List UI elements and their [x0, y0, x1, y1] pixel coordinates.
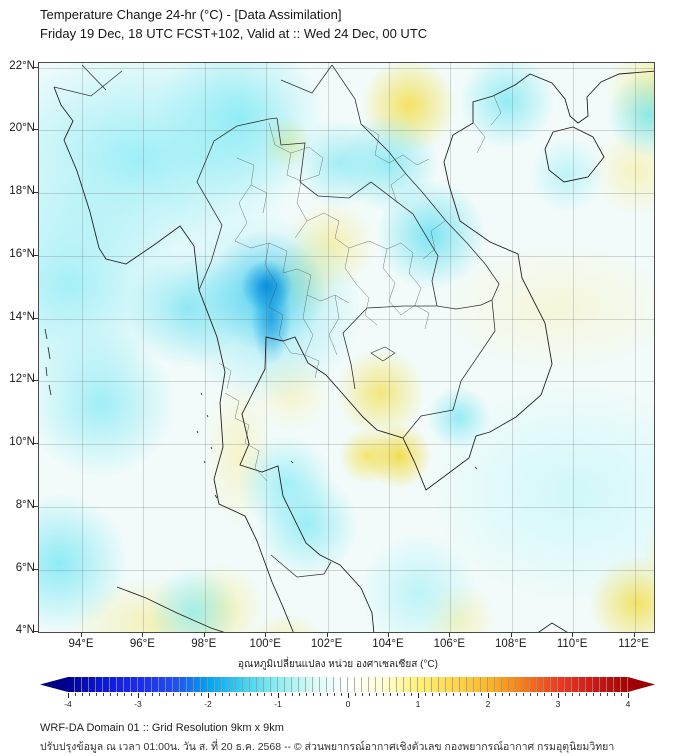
gridline-lat: [39, 318, 654, 320]
y-axis-tick: [34, 317, 38, 319]
gridline-lat: [39, 67, 654, 69]
gridline-lat: [39, 255, 654, 257]
gridline-lon: [327, 63, 329, 632]
x-axis-tick: [633, 633, 635, 637]
gridline-lon: [388, 63, 390, 632]
x-axis-tick: [203, 633, 205, 637]
colorbar-major-tick: [558, 693, 559, 698]
y-axis-label: 18°N: [9, 185, 35, 198]
x-axis-label: 112°E: [618, 638, 649, 650]
y-axis-tick: [34, 443, 38, 445]
x-axis-label: 100°E: [249, 638, 281, 650]
gridline-lon: [266, 63, 268, 632]
y-axis-label: 16°N: [9, 247, 35, 260]
y-axis-label: 20°N: [9, 122, 35, 135]
y-axis-label: 10°N: [9, 436, 35, 449]
x-axis-label: 98°E: [191, 638, 217, 650]
gridline-lon: [573, 63, 575, 632]
colorbar-tick-label: 2: [485, 699, 491, 709]
colorbar-tick-label: -2: [204, 699, 212, 709]
colorbar-label: อุณหภูมิเปลี่ยนแปลง หน่วย องศาเซลเซียส (…: [238, 659, 438, 670]
colorbar-tick-label: -3: [134, 699, 142, 709]
x-axis-label: 110°E: [556, 638, 588, 650]
figure-subtitle: Friday 19 Dec, 18 UTC FCST+102, Valid at…: [40, 26, 428, 41]
gridline-lat: [39, 193, 654, 195]
gridline-lat: [39, 632, 655, 633]
y-axis-tick: [34, 254, 38, 256]
gridline-lat: [39, 506, 654, 508]
colorbar-major-tick: [628, 693, 629, 698]
x-axis-tick: [142, 633, 144, 637]
x-axis-tick: [326, 633, 328, 637]
colorbar-major-tick: [488, 693, 489, 698]
gridline-lat: [39, 130, 654, 132]
gridline-lon: [143, 63, 145, 632]
x-axis-tick: [449, 633, 451, 637]
colorbar-major-tick: [348, 693, 349, 698]
gridline-lon: [634, 63, 636, 632]
y-axis-label: 12°N: [9, 373, 35, 386]
x-axis-label: 102°E: [310, 638, 343, 650]
colorbar-major-tick: [418, 693, 419, 698]
x-axis-tick: [387, 633, 389, 637]
colorbar-tick-label: 4: [625, 699, 631, 709]
colorbar-tick-label: -4: [64, 699, 72, 709]
gridline-lat: [39, 381, 654, 383]
colorbar-tick-label: 1: [415, 699, 421, 709]
footer-domain-info: WRF-DA Domain 01 :: Grid Resolution 9km …: [40, 722, 284, 734]
colorbar-major-tick: [68, 693, 69, 698]
colorbar-major-tick: [278, 693, 279, 698]
y-axis-tick: [34, 631, 38, 633]
y-axis-label: 4°N: [15, 624, 35, 637]
y-axis-tick: [34, 129, 38, 131]
gridline-lon: [511, 63, 513, 632]
y-axis-label: 8°N: [15, 498, 35, 511]
map-canvas[interactable]: [38, 62, 655, 633]
coastlines-and-borders: [44, 64, 654, 632]
colorbar: [40, 677, 655, 692]
gridline-lon: [204, 63, 206, 632]
y-axis-label: 6°N: [15, 561, 35, 574]
colorbar-tick-label: 0: [345, 699, 351, 709]
x-axis-tick: [510, 633, 512, 637]
y-axis-tick: [34, 66, 38, 68]
y-axis-tick: [34, 380, 38, 382]
x-axis-label: 108°E: [495, 638, 527, 650]
x-axis-label: 106°E: [433, 638, 466, 650]
y-axis-tick: [34, 568, 38, 570]
y-axis-tick: [34, 505, 38, 507]
colorbar-tick-label: -1: [274, 699, 282, 709]
gridline-lat: [39, 569, 654, 571]
x-axis-label: 96°E: [129, 638, 155, 650]
x-axis-label: 104°E: [372, 638, 404, 650]
x-axis-tick: [572, 633, 574, 637]
gridline-lon: [81, 63, 83, 632]
colorbar-major-tick: [138, 693, 139, 698]
figure-title: Temperature Change 24-hr (°C) - [Data As…: [40, 7, 342, 22]
y-axis-tick: [34, 192, 38, 194]
x-axis-tick: [265, 633, 267, 637]
gridline-lon: [450, 63, 452, 632]
colorbar-tick-label: 3: [555, 699, 561, 709]
gridline-lat: [39, 444, 654, 446]
y-axis-label: 14°N: [9, 310, 35, 323]
x-axis-label: 94°E: [68, 638, 94, 650]
y-axis-label: 22°N: [9, 59, 35, 72]
x-axis-tick: [80, 633, 82, 637]
footer-update-info: ปรับปรุงข้อมูล ณ เวลา 01:00น. วัน ส. ที่…: [40, 741, 615, 753]
colorbar-major-tick: [208, 693, 209, 698]
colorbar-minor-ticks: [40, 693, 655, 696]
